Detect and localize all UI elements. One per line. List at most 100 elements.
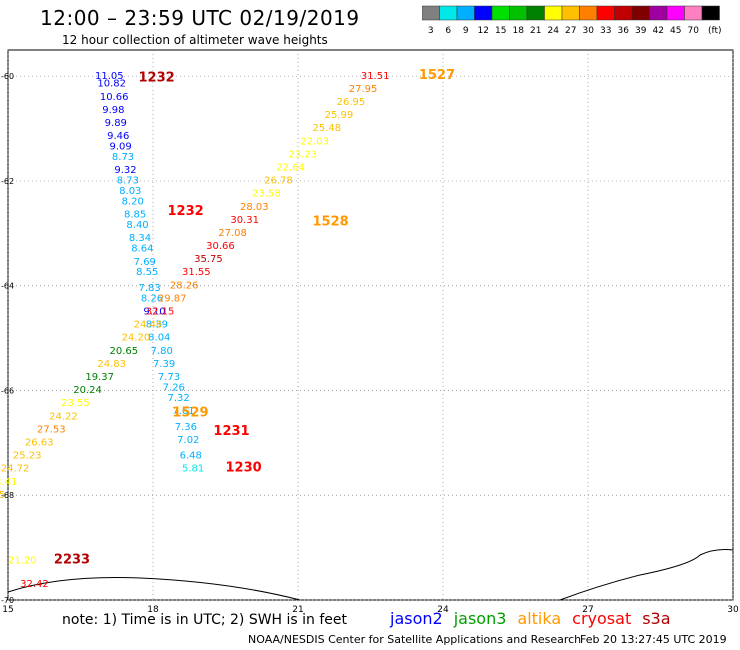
- wave-height-label: 35.75: [194, 254, 223, 265]
- colorbar-tick-label: 39: [635, 26, 647, 36]
- x-tick-label: 15: [2, 605, 13, 615]
- wave-height-label: 7.39: [153, 359, 175, 370]
- pass-time-label: 1528: [313, 214, 349, 229]
- wave-height-label: 27.95: [349, 84, 378, 95]
- x-tick-label: 30: [727, 605, 739, 615]
- footer-note: note: 1) Time is in UTC; 2) SWH is in fe…: [62, 612, 348, 628]
- wave-height-label: 8.34: [129, 233, 151, 244]
- wave-height-label: 26.95: [337, 97, 366, 108]
- wave-height-label: 26.63: [25, 437, 54, 448]
- wave-height-label: 10.82: [97, 79, 126, 90]
- credit-line: NOAA/NESDIS Center for Satellite Applica…: [248, 633, 582, 646]
- wave-height-label: 8.20: [122, 197, 144, 208]
- pass-time-label: 1230: [226, 461, 262, 476]
- wave-height-label: 7.69: [134, 257, 156, 268]
- wave-height-label: 23.23: [288, 149, 317, 160]
- wave-height-label: 8.26: [141, 293, 163, 304]
- wave-height-label: 31.51: [361, 71, 390, 82]
- pass-time-label: 1527: [419, 68, 455, 83]
- satellite-legend-s3a: s3a: [642, 609, 671, 628]
- wave-height-label: 30.66: [206, 241, 235, 252]
- wave-height-label: 23.41: [0, 477, 17, 488]
- wave-height-label: 19.37: [85, 372, 114, 383]
- pass-time-label: 1529: [172, 406, 208, 421]
- wave-height-label: 8.64: [131, 244, 153, 255]
- wave-height-label: 25.48: [313, 123, 342, 134]
- wave-height-label: 25.23: [13, 451, 42, 462]
- x-tick-label: 21: [292, 605, 303, 615]
- colorbar-tick-label: 33: [600, 26, 611, 36]
- colorbar-tick-label: 6: [445, 26, 451, 36]
- pass-time-label: 2233: [54, 552, 90, 567]
- wave-height-label: 9.46: [107, 131, 129, 142]
- wave-height-label: 8.85: [124, 210, 146, 221]
- wave-height-label: 25.99: [325, 110, 354, 121]
- wave-height-label: 28.26: [170, 280, 199, 291]
- wave-height-label: 24.22: [49, 411, 78, 422]
- wave-height-label: 24.65: [0, 490, 5, 501]
- pass-time-label: 1232: [139, 70, 175, 85]
- wave-height-label: 8.40: [126, 220, 148, 231]
- colorbar-tick-label: 15: [495, 26, 506, 36]
- wave-height-label: 9.89: [105, 118, 127, 129]
- wave-height-label: 27.08: [218, 228, 247, 239]
- wave-height-label: 8.04: [148, 333, 170, 344]
- color-scale-legend: 3 6 9 12 15 18 21 24 27 30 33 36 39 42 45 70 (ft): [422, 5, 722, 36]
- wave-height-label: 7.36: [175, 422, 197, 433]
- wave-height-label: 7.80: [151, 346, 173, 357]
- wave-height-label: 6.48: [180, 451, 202, 462]
- wave-height-label: 31.55: [182, 267, 211, 278]
- wave-height-label: 8.03: [119, 186, 141, 197]
- wave-height-label: 11.05: [95, 71, 124, 82]
- wave-height-label: 8.39: [146, 320, 168, 331]
- y-tick-label: -60: [1, 72, 14, 81]
- colorbar-tick-label: 18: [513, 26, 525, 36]
- wave-height-label: 24.72: [1, 464, 30, 475]
- generated-timestamp: Feb 20 13:27:45 UTC 2019: [580, 633, 727, 646]
- wave-height-label: 28.03: [240, 202, 269, 213]
- wave-height-label: 22.64: [276, 162, 305, 173]
- wave-height-label: 26.78: [264, 176, 293, 187]
- wave-height-label: 24.20: [122, 333, 151, 344]
- y-tick-label: -62: [1, 177, 14, 186]
- x-tick-label: 18: [147, 605, 159, 615]
- colorbar-tick-label: 45: [670, 26, 681, 36]
- x-tick-label: 27: [582, 605, 593, 615]
- chart-subtitle: 12 hour collection of altimeter wave hei…: [62, 33, 328, 47]
- wave-height-label: 30.31: [230, 215, 259, 226]
- wave-height-label: 8.73: [117, 176, 139, 187]
- wave-height-label: 7.32: [168, 393, 190, 404]
- wave-height-label: 20.24: [73, 385, 102, 396]
- wave-height-label: 10.66: [100, 92, 129, 103]
- wave-height-label: 21.20: [8, 555, 37, 566]
- y-tick-label: -64: [1, 282, 14, 291]
- satellite-legend-cryosat: cryosat: [572, 609, 632, 628]
- wave-height-label: 7.73: [158, 372, 180, 383]
- chart-title: 12:00 – 23:59 UTC 02/19/2019: [40, 6, 360, 30]
- x-tick-label: 24: [437, 605, 449, 615]
- wave-height-label: 22.03: [300, 136, 329, 147]
- wave-height-label: 23.58: [252, 189, 281, 200]
- satellite-legend-jason2: jason2: [390, 609, 443, 628]
- wave-height-label: 7.61: [172, 406, 194, 417]
- colorbar-tick-label: 27: [565, 26, 576, 36]
- wave-height-label: 29.87: [158, 293, 187, 304]
- wave-height-label: 7.83: [139, 283, 161, 294]
- satellite-legend-altika: altika: [517, 609, 562, 628]
- wave-height-label: 7.02: [177, 435, 199, 446]
- colorbar-tick-label: 12: [478, 26, 489, 36]
- wave-height-label: 32.42: [20, 579, 49, 590]
- wave-height-label: 5.81: [182, 464, 204, 475]
- colorbar-tick-label: 21: [530, 26, 541, 36]
- colorbar-tick-label: 3: [428, 26, 434, 36]
- colorbar-tick-label: 24: [548, 26, 560, 36]
- wave-height-label: 23.55: [61, 398, 90, 409]
- pass-time-label: 1232: [168, 204, 204, 219]
- pass-time-label: 1231: [213, 424, 249, 439]
- colorbar-tick-label: 70: [688, 26, 700, 36]
- wave-height-label: 8.55: [136, 267, 158, 278]
- colorbar-tick-label: (ft): [708, 26, 722, 36]
- wave-height-label: 32.15: [146, 307, 175, 318]
- wave-height-label: 27.53: [37, 424, 66, 435]
